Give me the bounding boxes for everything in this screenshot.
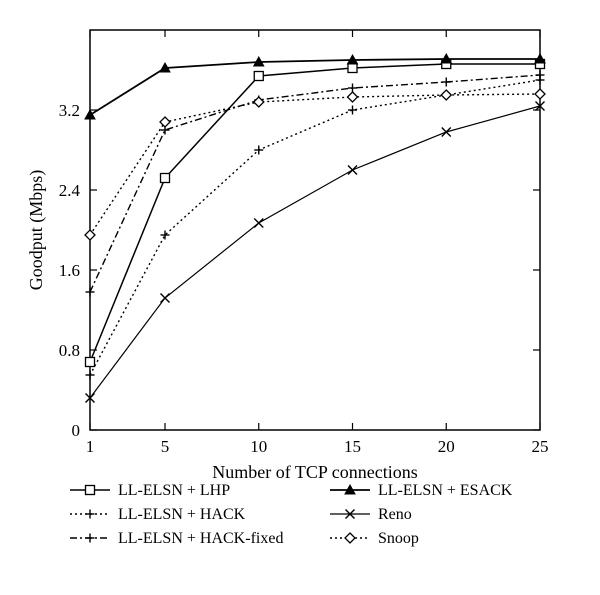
x-tick-label: 15 xyxy=(344,437,361,456)
y-tick-label: 0.8 xyxy=(59,341,80,360)
legend-item-reno: Reno xyxy=(330,506,412,523)
x-axis-label: Number of TCP connections xyxy=(212,462,417,482)
legend-label: LL-ELSN + LHP xyxy=(118,482,230,499)
x-tick-label: 1 xyxy=(86,437,95,456)
legend-item-hack: LL-ELSN + HACK xyxy=(70,506,246,523)
legend-item-snoop: Snoop xyxy=(330,530,419,547)
series-lhp xyxy=(86,60,545,367)
x-tick-label: 20 xyxy=(438,437,455,456)
legend-label: LL-ELSN + HACK xyxy=(118,506,246,523)
y-tick-label: 2.4 xyxy=(59,181,81,200)
goodput-chart: 151015202500.81.62.43.2Number of TCP con… xyxy=(0,0,600,595)
legend-item-hack-fixed: LL-ELSN + HACK-fixed xyxy=(70,530,283,547)
series-reno xyxy=(86,102,545,403)
legend-label: Reno xyxy=(378,506,412,523)
series-hack xyxy=(86,76,545,380)
plot-border xyxy=(90,30,540,430)
x-tick-label: 25 xyxy=(532,437,549,456)
y-tick-label: 3.2 xyxy=(59,101,80,120)
y-tick-label: 1.6 xyxy=(59,261,80,280)
x-tick-label: 5 xyxy=(161,437,170,456)
legend-label: Snoop xyxy=(378,530,419,547)
y-tick-label: 0 xyxy=(72,421,81,440)
y-axis-label: Goodput (Mbps) xyxy=(26,170,47,291)
series-snoop xyxy=(85,89,545,240)
legend-item-lhp: LL-ELSN + LHP xyxy=(70,482,230,499)
legend-item-esack: LL-ELSN + ESACK xyxy=(330,482,513,499)
series-hack-fixed xyxy=(86,71,545,297)
legend-label: LL-ELSN + ESACK xyxy=(378,482,513,499)
legend-label: LL-ELSN + HACK-fixed xyxy=(118,530,283,547)
x-tick-label: 10 xyxy=(250,437,267,456)
